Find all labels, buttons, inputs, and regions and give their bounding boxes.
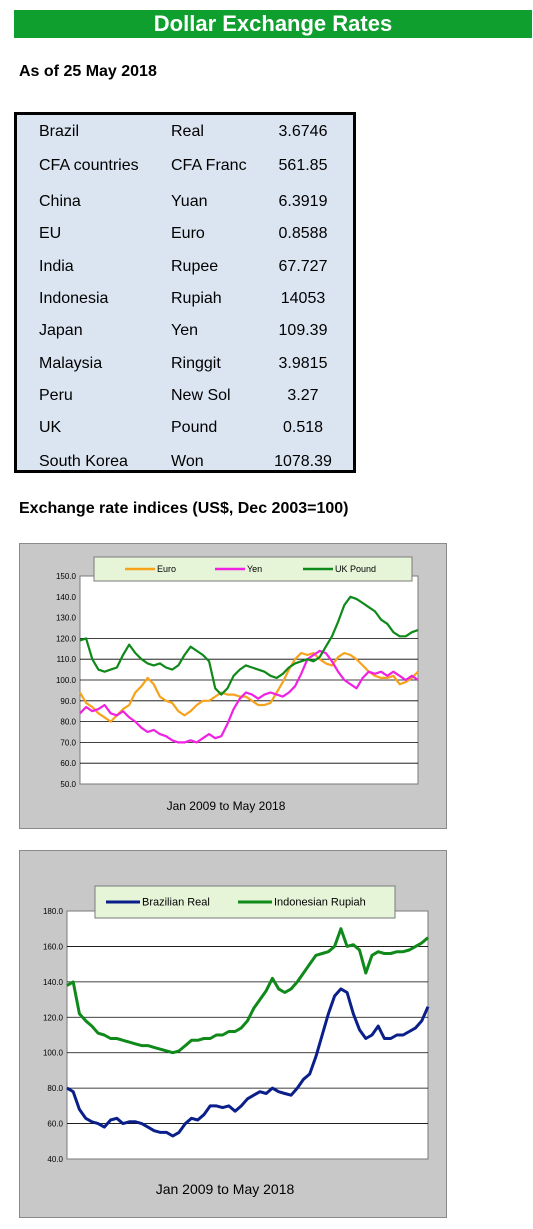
y-tick-label: 180.0 [43, 907, 64, 916]
rate-row: Peru New Sol 3.27 [17, 387, 353, 407]
y-tick-label: 50.0 [60, 780, 76, 789]
rate-row: Japan Yen 109.39 [17, 322, 353, 342]
currency-cell: Real [171, 123, 204, 140]
country-cell: Brazil [39, 123, 80, 140]
y-tick-label: 90.0 [60, 697, 76, 706]
country-cell: Peru [39, 387, 73, 404]
rate-row: UK Pound 0.518 [17, 419, 353, 439]
rate-row: Malaysia Ringgit 3.9815 [17, 355, 353, 375]
y-tick-label: 80.0 [60, 718, 76, 727]
currency-cell: Yuan [171, 193, 208, 210]
y-tick-label: 130.0 [56, 614, 77, 623]
rate-cell: 3.9815 [278, 355, 328, 372]
rate-row: China Yuan 6.3919 [17, 193, 353, 213]
y-tick-label: 70.0 [60, 738, 76, 747]
series-line-euro [79, 651, 419, 723]
as-of-date: As of 25 May 2018 [19, 63, 157, 80]
rate-row: India Rupee 67.727 [17, 258, 353, 278]
y-tick-label: 150.0 [56, 572, 77, 581]
country-cell: EU [39, 225, 62, 242]
rate-cell: 0.8588 [278, 225, 328, 242]
currency-cell: Euro [171, 225, 205, 242]
currency-cell: Pound [171, 419, 218, 436]
y-tick-label: 120.0 [43, 1013, 64, 1022]
y-tick-label: 60.0 [60, 759, 76, 768]
country-cell: China [39, 193, 81, 210]
currency-cell: New Sol [171, 387, 231, 404]
rate-cell: 1078.39 [274, 453, 332, 470]
page-title: Dollar Exchange Rates [14, 10, 532, 38]
plot-area [66, 910, 429, 1160]
rate-row: Brazil Real 3.6746 [17, 123, 353, 143]
rate-row: South Korea Won 1078.39 [17, 453, 353, 473]
country-cell: India [39, 258, 74, 275]
rate-cell: 0.518 [282, 419, 324, 436]
currency-cell: Yen [171, 322, 198, 339]
currency-cell: Won [171, 453, 204, 470]
rate-cell: 3.27 [287, 387, 319, 404]
rate-cell: 14053 [280, 290, 326, 307]
series-line-uk-pound [79, 595, 419, 696]
y-tick-label: 60.0 [47, 1120, 63, 1129]
rate-row: Indonesia Rupiah 14053 [17, 290, 353, 310]
rates-table: Brazil Real 3.6746 CFA countries CFA Franc 56… [14, 112, 356, 473]
y-tick-label: 100.0 [56, 676, 77, 685]
rate-row: CFA countries CFA Franc 561.85 [17, 157, 353, 177]
country-cell: Indonesia [39, 290, 109, 307]
rate-cell: 561.85 [278, 157, 328, 174]
legend-label: Euro [157, 564, 176, 574]
y-tick-label: 160.0 [43, 942, 64, 951]
series-line-indonesian-rupiah [66, 927, 429, 1055]
rate-row: EU Euro 0.8588 [17, 225, 353, 245]
series-line-yen [79, 649, 419, 744]
y-tick-label: 110.0 [57, 655, 77, 664]
rate-cell: 109.39 [278, 322, 328, 339]
series-line-brazilian-real [66, 987, 430, 1138]
y-tick-label: 140.0 [56, 593, 77, 602]
indices-chart-1: 50.0 60.0 70.0 80.0 90.0 100.0 110.0 120.0 130.0… [19, 543, 447, 829]
indices-chart-1-svg: 50.0 60.0 70.0 80.0 90.0 100.0 110.0 120.0 130.0… [56, 556, 419, 813]
legend-label: Indonesian Rupiah [274, 897, 366, 909]
x-axis-label: Jan 2009 to May 2018 [167, 799, 286, 813]
country-cell: CFA countries [39, 157, 139, 174]
legend-label: Brazilian Real [142, 897, 210, 909]
y-tick-label: 80.0 [47, 1084, 63, 1093]
rate-cell: 3.6746 [278, 123, 328, 140]
currency-cell: Ringgit [171, 355, 221, 372]
indices-chart-2: 40.0 60.0 80.0 100.0 120.0 140.0 160.0 180.0 Bra… [19, 850, 447, 1218]
y-tick-label: 120.0 [56, 634, 77, 643]
country-cell: Malaysia [39, 355, 103, 372]
rate-cell: 67.727 [278, 258, 328, 275]
y-tick-label: 100.0 [43, 1049, 64, 1058]
country-cell: South Korea [39, 453, 128, 470]
rate-cell: 6.3919 [278, 193, 328, 210]
legend-label: Yen [247, 564, 262, 574]
y-tick-label: 140.0 [43, 978, 64, 987]
x-axis-label: Jan 2009 to May 2018 [156, 1181, 295, 1197]
country-cell: UK [39, 419, 62, 436]
currency-cell: Rupee [171, 258, 219, 275]
currency-cell: Rupiah [171, 290, 222, 307]
currency-cell: CFA Franc [171, 157, 247, 174]
legend-label: UK Pound [335, 564, 376, 574]
indices-chart-2-svg: 40.0 60.0 80.0 100.0 120.0 140.0 160.0 180.0 Bra… [43, 885, 430, 1197]
indices-title: Exchange rate indices (US$, Dec 2003=100… [19, 500, 349, 517]
country-cell: Japan [39, 322, 83, 339]
y-tick-label: 40.0 [47, 1155, 63, 1164]
